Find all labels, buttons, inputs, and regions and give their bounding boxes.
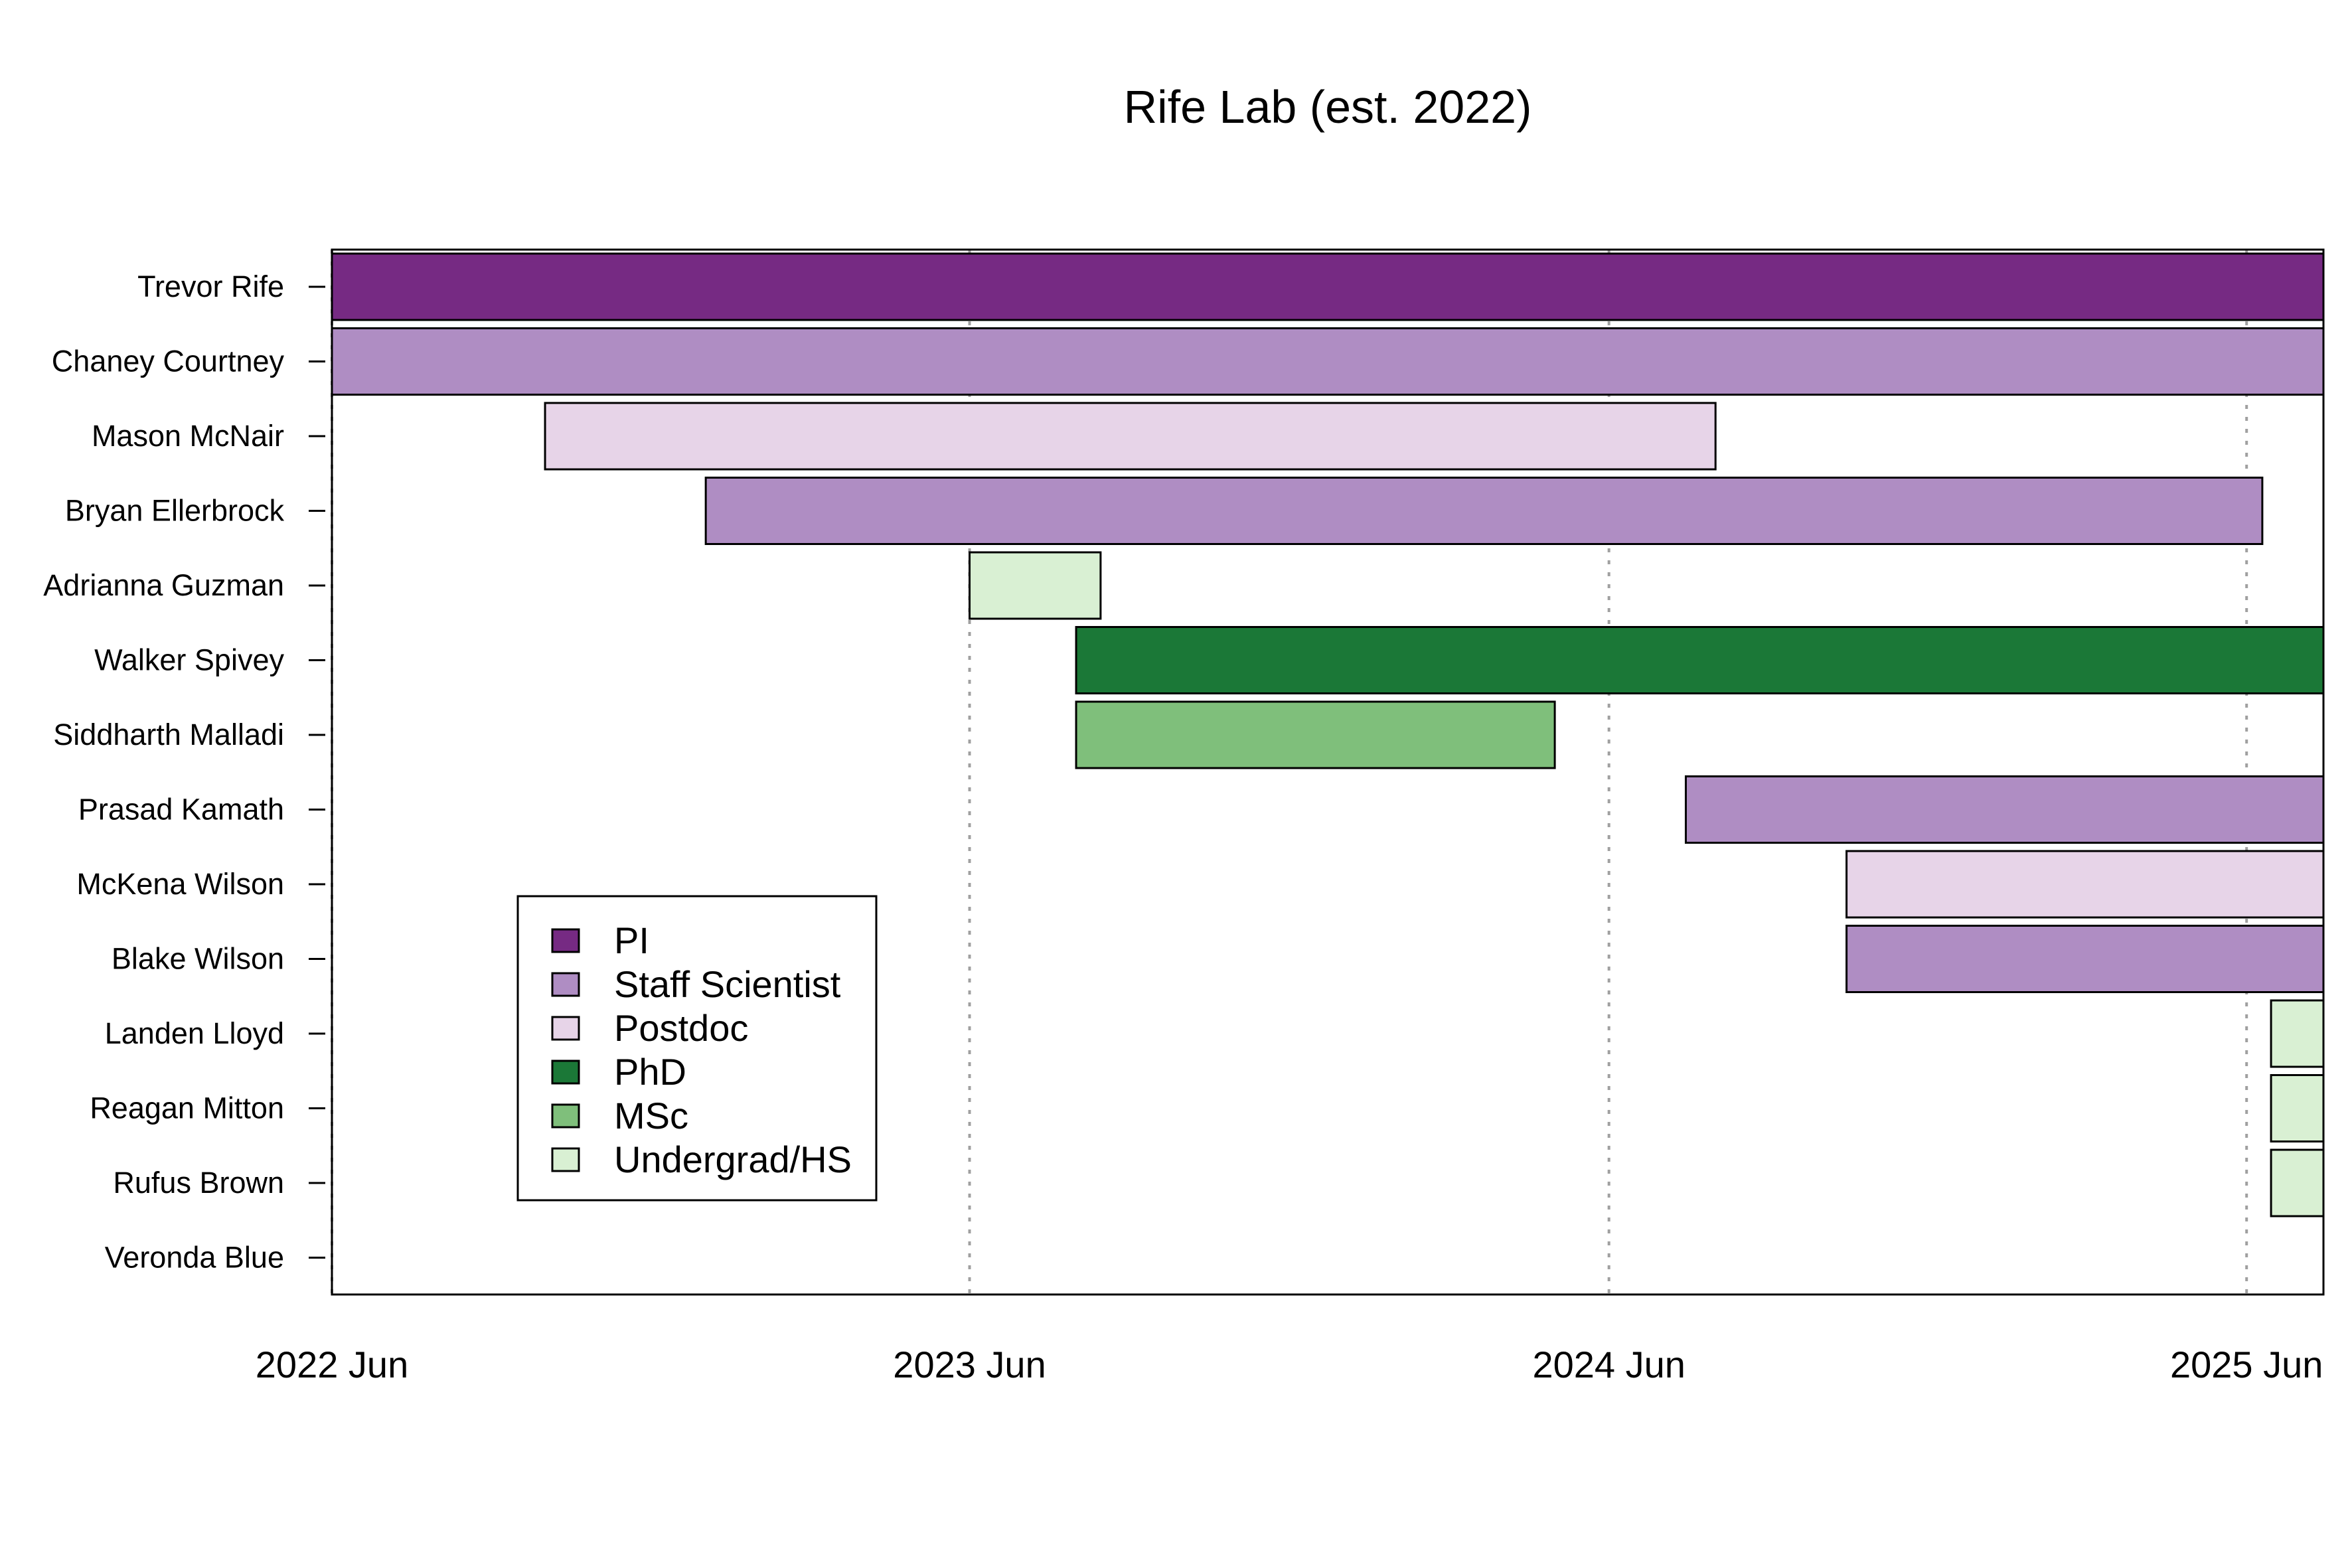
chart-title: Rife Lab (est. 2022) — [1124, 81, 1532, 133]
legend-swatch — [551, 1016, 580, 1041]
x-tick-label: 2025 Jun — [2170, 1344, 2323, 1385]
bar-mason-mcnair — [544, 402, 1717, 471]
y-label-adrianna-guzman: Adrianna Guzman — [43, 568, 284, 602]
bar-trevor-rife — [331, 252, 2325, 321]
bar-mckena-wilson — [1845, 850, 2325, 919]
bar-blake-wilson — [1845, 925, 2325, 993]
bar-reagan-mitton — [2270, 1074, 2325, 1142]
y-axis: Trevor Rife Chaney Courtney Mason McNair Br… — [43, 270, 325, 1275]
legend-label: Undergrad/HS — [614, 1138, 852, 1180]
y-label-siddharth-malladi: Siddharth Malladi — [53, 718, 284, 751]
y-label-mason-mcnair: Mason McNair — [92, 419, 284, 453]
legend-label: PhD — [614, 1051, 686, 1093]
legend-swatch — [551, 972, 580, 997]
x-tick-label: 2023 Jun — [893, 1344, 1046, 1385]
y-label-trevor-rife: Trevor Rife — [137, 270, 284, 303]
y-label-bryan-ellerbrock: Bryan Ellerbrock — [65, 494, 285, 528]
y-label-rufus-brown: Rufus Brown — [113, 1166, 284, 1200]
plot-area-border — [331, 248, 2325, 1296]
bar-adrianna-guzman — [969, 551, 1102, 620]
bar-bryan-ellerbrock — [704, 477, 2264, 545]
legend-swatch — [551, 1103, 580, 1129]
y-label-chaney-courtney: Chaney Courtney — [52, 345, 285, 378]
legend-label: PI — [614, 919, 649, 961]
x-tick-label: 2024 Jun — [1532, 1344, 1685, 1385]
y-label-mckena-wilson: McKena Wilson — [76, 867, 284, 901]
bars-group — [331, 252, 2325, 1217]
legend-swatch — [551, 1147, 580, 1172]
bar-prasad-kamath — [1684, 775, 2325, 844]
legend-swatch — [551, 928, 580, 953]
y-label-reagan-mitton: Reagan Mitton — [90, 1091, 284, 1125]
bar-siddharth-malladi — [1075, 700, 1556, 769]
y-label-landen-lloyd: Landen Lloyd — [105, 1016, 284, 1050]
bar-walker-spivey — [1075, 626, 2325, 694]
x-tick-label: 2022 Jun — [256, 1344, 408, 1385]
bar-rufus-brown — [2270, 1148, 2325, 1217]
y-label-blake-wilson: Blake Wilson — [112, 942, 284, 976]
legend-label: Postdoc — [614, 1007, 748, 1049]
y-label-walker-spivey: Walker Spivey — [94, 643, 284, 677]
bar-chaney-courtney — [331, 327, 2325, 396]
bar-landen-lloyd — [2270, 999, 2325, 1068]
legend-label: MSc — [614, 1095, 688, 1137]
legend-swatch — [551, 1059, 580, 1085]
legend-label: Staff Scientist — [614, 963, 841, 1005]
x-axis: 2022 Jun 2023 Jun 2024 Jun 2025 Jun — [256, 1344, 2323, 1385]
y-label-veronda-blue: Veronda Blue — [105, 1241, 284, 1275]
y-label-prasad-kamath: Prasad Kamath — [78, 793, 284, 826]
